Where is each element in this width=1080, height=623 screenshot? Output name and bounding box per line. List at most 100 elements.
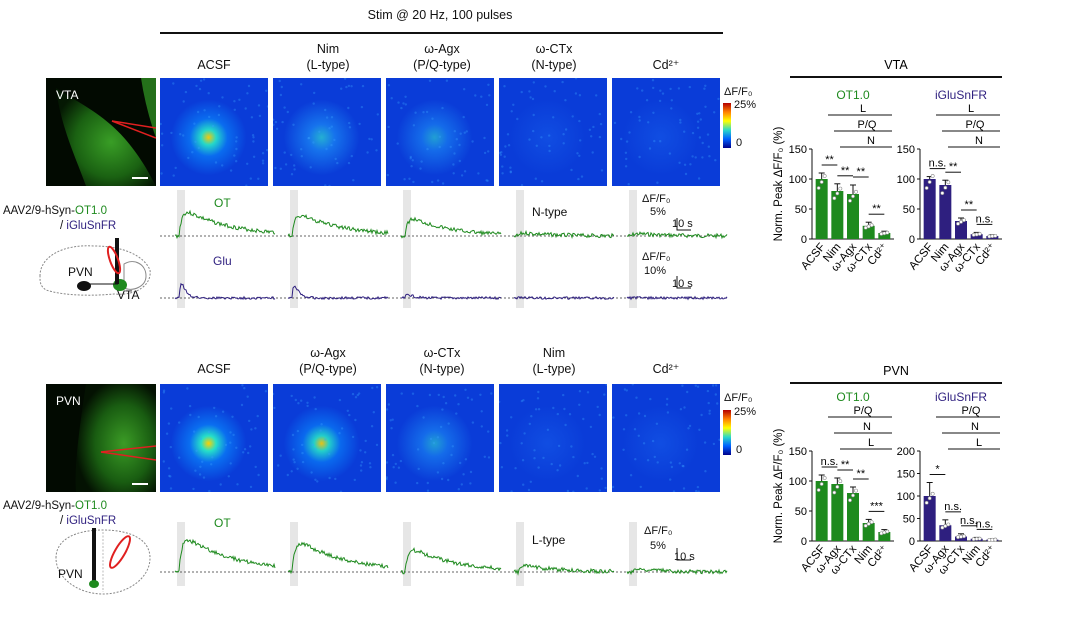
pvn-ot-chart-dot-2-1: [851, 493, 855, 498]
top-stim-bar-4: [629, 190, 637, 308]
vta-glu-chart-dot-3-2: [977, 232, 982, 236]
top-glu-trace-0: [174, 282, 276, 301]
vta-glu-chart-sig-2: **: [965, 199, 974, 211]
vta-glu-chart-bar-3: [970, 234, 983, 239]
bottom-col-2-name: ω-CTx: [423, 346, 461, 360]
top-glu-trace-3: [513, 295, 615, 300]
bottom-virus-line2: / iGluSnFR: [60, 515, 116, 527]
vta-ot-chart-sig-1: **: [841, 165, 850, 177]
bottom-heatmap-4: [612, 384, 720, 492]
top-stim-bar-3: [516, 190, 524, 308]
top-region-label: VTA: [56, 88, 79, 102]
top-colorbar-min: 0: [736, 137, 743, 149]
vta-region-title: VTA: [884, 58, 908, 72]
top-glu-trace-1: [287, 285, 389, 301]
pvn-glu-chart-dot-1-2: [946, 522, 951, 527]
top-scale-glu-x: 10 s: [672, 278, 693, 290]
top-trace-label-glu: Glu: [213, 254, 232, 268]
top-stim-bar-2: [403, 190, 411, 308]
top-traces: [160, 190, 728, 308]
bottom-heatmap-0: [160, 384, 268, 492]
bottom-anatomy-image: PVN: [46, 384, 156, 492]
top-stim-bar-1: [290, 190, 298, 308]
vta-ot-chart-sig-0: **: [825, 154, 834, 166]
pvn-ot-chart-bar-4: [878, 532, 891, 541]
vta-glu-chart-ytick-label-0: 0: [909, 234, 915, 246]
top-ot-trace-1: [287, 214, 389, 238]
top-virus-line2: / iGluSnFR: [60, 220, 116, 232]
bottom-virus-ot: OT1.0: [75, 500, 107, 512]
vta-glu-chart-dot-0-1: [927, 180, 932, 184]
vta-glu-chart-dot-1-1: [943, 185, 948, 190]
pvn-glu-chart-ytick-label-0: 0: [909, 536, 915, 548]
pvn-ot-chart-dot-0-2: [822, 476, 827, 480]
pvn-glu-chart-ytick-label-3: 150: [897, 469, 915, 481]
bottom-ot-trace-1: [287, 541, 389, 575]
pvn-glu-chart-sig-1: n.s.: [944, 501, 962, 513]
vta-ot-chart-ytick-label-3: 150: [789, 144, 807, 156]
pvn-glu-chart-bar-0: [923, 496, 936, 541]
vta-glu-chart-ytick-label-3: 150: [897, 144, 915, 156]
pvn-glu-chart-sig-3: n.s.: [976, 518, 994, 530]
vta-ot-chart-dot-0-2: [822, 174, 827, 178]
pvn-ot-chart-ylabel: Norm. Peak ΔF/F₀ (%): [773, 428, 785, 543]
bottom-col-4-name: Cd²⁺: [652, 362, 680, 376]
vta-ot-chart-dot-1-2: [838, 186, 843, 191]
vta-ot-chart-dot-0-0: [816, 186, 821, 190]
pvn-glu-chart-sig-2: n.s.: [960, 515, 978, 527]
top-ot-trace-2: [400, 216, 502, 239]
bottom-ot-trace-2: [400, 547, 502, 575]
vta-glu-chart-dot-2-2: [962, 218, 966, 223]
pvn-glu-chart-dot-2-0: [956, 535, 960, 540]
pvn-ot-chart-dot-3-0: [863, 523, 868, 528]
bottom-colorbar-max: 25%: [734, 406, 757, 418]
top-ot-trace-3: [513, 229, 614, 240]
bottom-trace-label-ot: OT: [214, 516, 231, 530]
pvn-glu-chart-dot-0-1: [927, 496, 932, 501]
vta-ot-chart-dot-1-0: [832, 196, 837, 201]
vta-glu-chart-dot-0-0: [924, 186, 929, 190]
top-heatmap-1: [273, 78, 381, 186]
stim-bar: [160, 32, 723, 34]
top-col-2-name: ω-Agx: [424, 42, 460, 56]
vta-ot-chart-subtitle: OT1.0: [836, 88, 870, 102]
pvn-ot-chart-dot-2-2: [854, 488, 858, 493]
vta-glu-chart-sig-0: n.s.: [929, 158, 947, 170]
vta-ot-chart-ylabel: Norm. Peak ΔF/F₀ (%): [773, 126, 785, 241]
pvn-glu-chart-dot-3-2: [977, 536, 982, 541]
pvn-ot-chart-bracket-0: P/Q: [854, 405, 873, 417]
top-colorbar-title: ΔF/F₀: [724, 86, 753, 98]
pvn-glu-chart-dot-2-1: [959, 534, 963, 539]
bottom-virus-glu: iGluSnFR: [66, 515, 117, 527]
bottom-ot-trace-0: [174, 538, 276, 573]
top-col-3-name: ω-CTx: [535, 42, 573, 56]
vta-ot-chart-ytick-label-0: 0: [801, 234, 807, 246]
top-scale-ot-bar: [676, 218, 691, 231]
vta-glu-chart-ytick-label-1: 50: [903, 204, 915, 216]
bottom-scale-ot-bar: [676, 548, 691, 561]
vta-ot-chart-dot-4-1: [882, 231, 887, 236]
top-ot-trace-4: [626, 231, 728, 240]
bottom-ot-trace-3: [513, 563, 615, 576]
vta-ot-chart-dot-2-2: [854, 189, 858, 194]
pvn-region-title: PVN: [883, 364, 909, 378]
vta-ot-chart-dot-0-1: [819, 180, 824, 184]
pvn-glu-chart-bracket-0: P/Q: [962, 405, 981, 417]
pvn-ot-chart-bracket-1: N: [863, 421, 871, 433]
top-scale-ot-title: ΔF/F₀: [642, 193, 671, 205]
vta-ot-chart-sig-2: **: [857, 166, 866, 178]
pvn-ot-chart-dot-0-1: [819, 482, 824, 486]
vta-ot-chart-bar-2: [847, 194, 859, 239]
pvn-glu-chart-dot-0-2: [930, 491, 935, 496]
top-ot-trace-0: [174, 209, 276, 240]
vta-glu-chart-dot-1-2: [946, 180, 951, 185]
vta-ot-chart-dot-2-0: [848, 198, 852, 203]
top-heatmap-3: [499, 78, 607, 186]
top-heatmap-2: [386, 78, 494, 186]
top-virus-label: AAV2/9-hSyn-OT1.0: [3, 205, 107, 217]
bottom-scale-ot-title: ΔF/F₀: [644, 525, 673, 537]
bottom-brain-schematic: [55, 528, 151, 595]
top-scale-ot-y: 5%: [650, 206, 666, 218]
pvn-ot-chart-ytick-label-2: 100: [789, 476, 807, 488]
vta-glu-chart-dot-1-0: [940, 191, 945, 196]
